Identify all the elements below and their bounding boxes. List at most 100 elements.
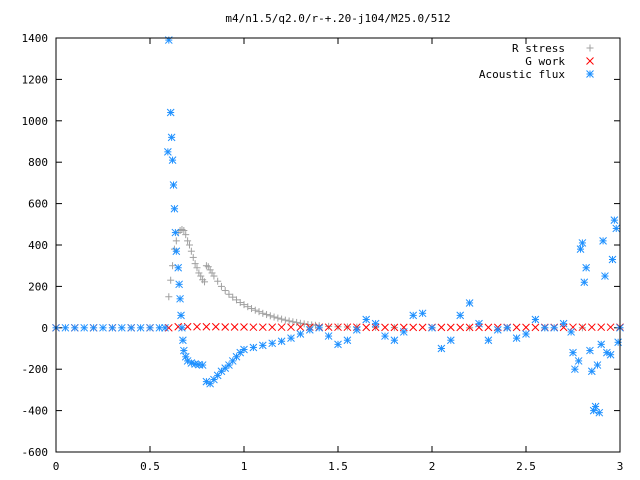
g-work-point — [343, 323, 352, 332]
acoustic-flux-point — [352, 326, 361, 334]
y-tick-label: 600 — [28, 198, 48, 211]
acoustic-flux-point — [567, 328, 575, 336]
acoustic-flux-point — [343, 336, 352, 345]
r-stress-point — [201, 278, 209, 286]
g-work-point — [277, 323, 286, 332]
g-work-point — [362, 323, 371, 332]
acoustic-flux-point — [371, 319, 380, 328]
acoustic-flux-point — [315, 323, 324, 332]
acoustic-flux-point — [166, 108, 175, 117]
r-stress-point — [185, 241, 193, 249]
acoustic-flux-point — [595, 408, 604, 417]
acoustic-flux-point — [586, 346, 594, 355]
acoustic-flux-point — [178, 323, 186, 332]
acoustic-flux-point — [206, 379, 215, 388]
g-work-point — [522, 323, 530, 332]
r-stress-point — [281, 316, 289, 324]
g-work-point — [230, 323, 239, 331]
acoustic-flux-point — [175, 280, 183, 289]
legend-label-r-stress: R stress — [512, 42, 565, 55]
r-stress-point — [204, 263, 212, 271]
acoustic-flux-point — [606, 350, 615, 359]
acoustic-flux-point — [475, 319, 483, 328]
acoustic-flux-point — [446, 336, 455, 345]
acoustic-flux-point — [179, 336, 187, 345]
acoustic-flux-point — [612, 224, 621, 233]
legend-label-g-work: G work — [525, 55, 565, 68]
acoustic-flux-point — [550, 323, 559, 332]
acoustic-flux-point — [381, 332, 389, 340]
r-stress-point — [184, 237, 192, 245]
acoustic-flux-point — [167, 133, 176, 142]
acoustic-flux-point — [456, 311, 465, 320]
x-tick-label: 2.5 — [516, 460, 536, 473]
plot-frame — [55, 37, 621, 453]
acoustic-flux-point — [608, 255, 617, 264]
acoustic-flux-point — [168, 156, 177, 164]
acoustic-flux-point — [522, 330, 530, 338]
acoustic-flux-point — [296, 330, 305, 338]
acoustic-flux-point — [574, 357, 583, 365]
r-stress-point — [325, 322, 333, 330]
acoustic-flux-point — [593, 361, 602, 369]
acoustic-flux-point — [493, 326, 502, 334]
r-stress-series — [165, 225, 624, 332]
r-stress-point — [255, 308, 263, 316]
acoustic-flux-point — [559, 319, 568, 328]
y-tick-label: 1000 — [22, 115, 49, 128]
acoustic-flux-point — [437, 344, 446, 353]
x-tick-label: 0.5 — [140, 460, 160, 473]
acoustic-flux-point — [399, 328, 408, 336]
g-work-point — [606, 323, 615, 332]
acoustic-flux-point — [362, 315, 371, 324]
acoustic-flux-point — [597, 340, 606, 349]
r-stress-point — [217, 282, 225, 290]
r-stress-point — [285, 317, 293, 325]
r-stress-point — [191, 260, 199, 268]
g-work-point — [334, 323, 342, 332]
r-stress-point — [229, 293, 237, 301]
acoustic-flux-point — [418, 309, 427, 318]
r-stress-point — [165, 293, 173, 301]
acoustic-flux-point — [587, 367, 596, 376]
g-work-point — [381, 323, 389, 332]
acoustic-flux-point — [108, 323, 117, 332]
x-tick-label: 1.5 — [328, 460, 348, 473]
r-stress-point — [210, 272, 218, 280]
acoustic-flux-point — [576, 245, 585, 253]
g-work-point — [437, 323, 446, 332]
r-stress-point — [289, 318, 297, 326]
r-stress-point — [167, 276, 175, 284]
g-work-point — [484, 323, 493, 332]
x-tick-label: 3 — [617, 460, 624, 473]
r-stress-point — [169, 262, 177, 270]
acoustic-flux-point — [213, 371, 222, 380]
acoustic-flux-point — [409, 311, 418, 320]
g-work-point — [456, 323, 465, 332]
x-tick-label: 0 — [53, 460, 60, 473]
acoustic-flux-point — [324, 332, 333, 340]
acoustic-flux-point — [610, 216, 619, 225]
acoustic-flux-point — [571, 365, 579, 374]
g-work-point — [324, 323, 333, 332]
acoustic-flux-point — [136, 323, 145, 332]
g-work-point — [249, 323, 258, 332]
g-work-point — [211, 322, 220, 331]
r-stress-point — [197, 272, 205, 280]
r-stress-point — [278, 315, 286, 323]
g-work-point — [287, 323, 295, 332]
acoustic-flux-point — [179, 346, 188, 355]
r-stress-point — [193, 264, 201, 272]
acoustic-flux-point — [170, 204, 179, 213]
r-stress-point — [236, 299, 244, 307]
acoustic-flux-point — [512, 334, 521, 343]
acoustic-flux-point — [161, 323, 169, 332]
r-stress-point — [274, 314, 282, 322]
legend-label-acoustic-flux: Acoustic flux — [479, 68, 565, 81]
acoustic-flux-point — [305, 326, 314, 334]
acoustic-flux-point — [578, 239, 587, 247]
acoustic-flux-point — [89, 323, 98, 332]
acoustic-flux-point — [582, 263, 591, 272]
g-work-point — [597, 323, 606, 332]
